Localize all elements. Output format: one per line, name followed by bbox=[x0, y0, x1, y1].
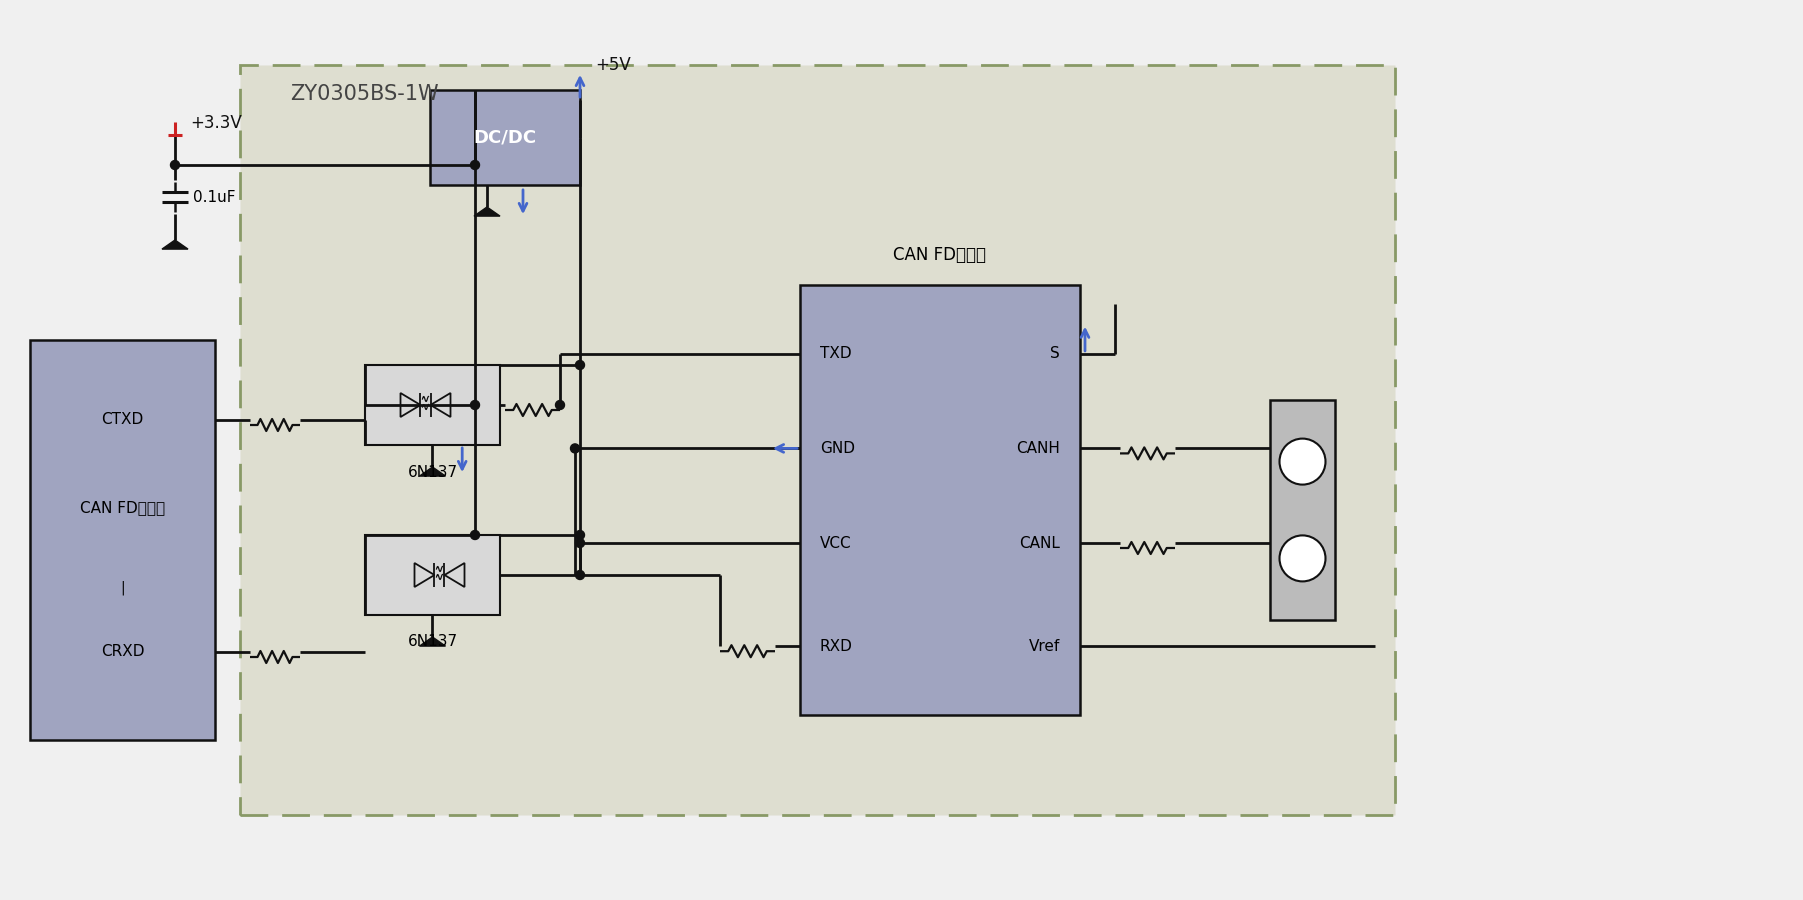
Text: Vref: Vref bbox=[1030, 639, 1060, 653]
Bar bbox=[240, 65, 1396, 815]
Circle shape bbox=[575, 361, 584, 370]
Bar bbox=[1269, 400, 1334, 620]
Text: CTXD: CTXD bbox=[101, 412, 144, 427]
Text: 0.1uF: 0.1uF bbox=[193, 190, 236, 204]
Text: VCC: VCC bbox=[820, 536, 851, 551]
Circle shape bbox=[471, 160, 480, 169]
Text: DC/DC: DC/DC bbox=[474, 129, 537, 147]
Text: +3.3V: +3.3V bbox=[189, 114, 242, 132]
Circle shape bbox=[171, 160, 180, 169]
Text: CANH: CANH bbox=[1017, 441, 1060, 456]
Circle shape bbox=[471, 530, 480, 539]
Text: RXD: RXD bbox=[820, 639, 853, 653]
Circle shape bbox=[1280, 536, 1325, 581]
Text: CRXD: CRXD bbox=[101, 644, 144, 660]
Text: CAN FD控制器: CAN FD控制器 bbox=[79, 500, 166, 516]
Circle shape bbox=[575, 571, 584, 580]
Text: CANL: CANL bbox=[1019, 536, 1060, 551]
Bar bbox=[364, 535, 499, 615]
Text: S: S bbox=[1051, 346, 1060, 361]
Bar bbox=[364, 365, 499, 445]
Bar bbox=[31, 340, 215, 740]
Circle shape bbox=[575, 530, 584, 539]
Circle shape bbox=[1280, 438, 1325, 484]
Bar bbox=[429, 90, 581, 185]
Circle shape bbox=[471, 400, 480, 410]
Text: ZY0305BS-1W: ZY0305BS-1W bbox=[290, 84, 438, 104]
Text: 6N137: 6N137 bbox=[407, 464, 458, 480]
Circle shape bbox=[555, 400, 564, 410]
Bar bbox=[801, 285, 1080, 715]
Text: 6N137: 6N137 bbox=[407, 634, 458, 650]
Text: +5V: +5V bbox=[595, 56, 631, 74]
Polygon shape bbox=[420, 467, 445, 476]
Polygon shape bbox=[162, 240, 188, 249]
Text: CAN FD收发器: CAN FD收发器 bbox=[894, 246, 986, 264]
Text: TXD: TXD bbox=[820, 346, 851, 361]
Circle shape bbox=[575, 538, 584, 547]
Circle shape bbox=[570, 444, 579, 453]
Text: GND: GND bbox=[820, 441, 855, 456]
Text: |: | bbox=[121, 580, 124, 595]
Polygon shape bbox=[474, 207, 499, 216]
Polygon shape bbox=[420, 637, 445, 646]
